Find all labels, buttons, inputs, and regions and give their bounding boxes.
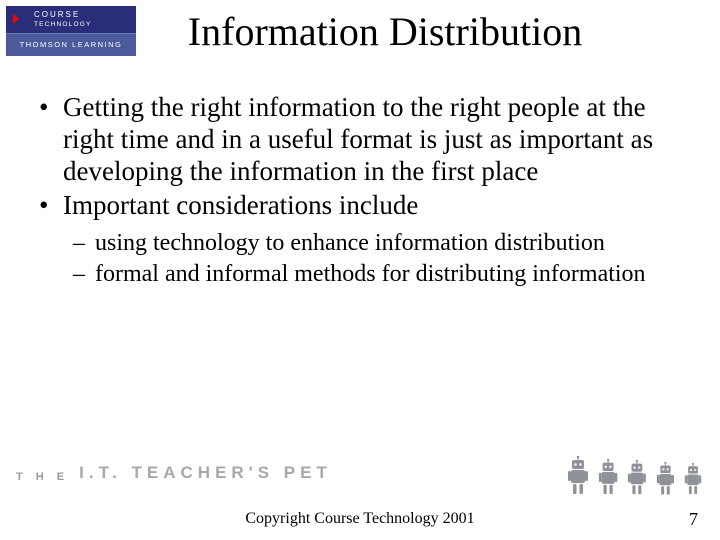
copyright-text: Copyright Course Technology 2001 (0, 510, 720, 528)
bullet-item: Getting the right information to the rig… (35, 92, 685, 188)
robot-icon (627, 460, 647, 496)
bullet-list-level1: Getting the right information to the rig… (35, 92, 685, 289)
page-number: 7 (689, 509, 698, 530)
robot-icon (656, 462, 675, 496)
bullet-list-level2: using technology to enhance information … (69, 229, 685, 289)
footer-brand-art: T H E I.T. TEACHER'S PET (16, 450, 706, 496)
bullet-item-text: Important considerations include (63, 190, 418, 220)
sub-bullet-item: using technology to enhance information … (69, 229, 685, 258)
robot-icon (684, 463, 702, 496)
slide-content: Getting the right information to the rig… (35, 92, 685, 291)
slide-title: Information Distribution (0, 8, 720, 55)
sub-bullet-item: formal and informal methods for distribu… (69, 260, 685, 289)
teachers-pet-text: T H E I.T. TEACHER'S PET (16, 463, 332, 483)
brand-main: I.T. TEACHER'S PET (79, 463, 332, 483)
robot-icon (598, 459, 618, 496)
bullet-item: Important considerations include using t… (35, 190, 685, 289)
robot-mascots (567, 456, 702, 496)
brand-prefix: T H E (16, 471, 69, 483)
robot-icon (567, 456, 589, 496)
